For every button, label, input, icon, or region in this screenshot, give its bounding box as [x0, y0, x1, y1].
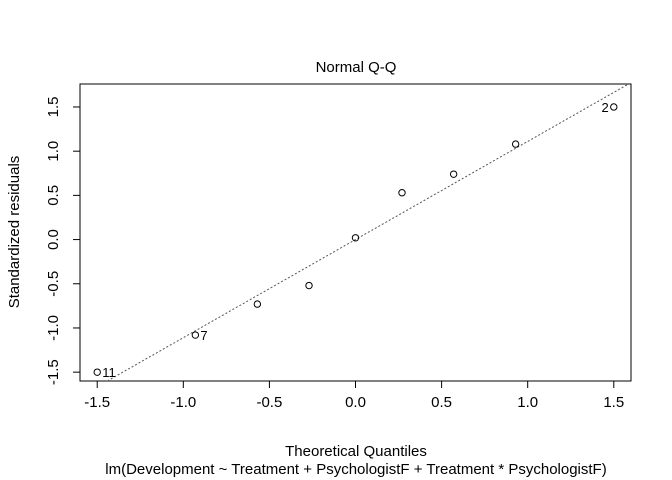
x-tick-label: -0.5 — [256, 394, 282, 411]
model-formula: lm(Development ~ Treatment + Psychologis… — [105, 461, 606, 478]
data-point — [93, 368, 101, 376]
x-axis-label: Theoretical Quantiles — [285, 443, 427, 460]
point-label: 11 — [102, 365, 116, 380]
data-point — [449, 170, 458, 178]
y-tick-label: -1.5 — [45, 359, 62, 385]
x-tick-label: -1.5 — [84, 394, 110, 411]
y-tick-label: 1.0 — [45, 141, 62, 162]
x-tick-label: -1.0 — [170, 394, 196, 411]
x-tick-label: 0.5 — [431, 394, 452, 411]
data-point — [305, 281, 313, 290]
point-label: 7 — [200, 328, 207, 343]
data-point — [191, 331, 200, 339]
data-point — [253, 300, 262, 308]
data-point — [398, 189, 406, 197]
x-axis: -1.5 -1.0 -0.5 0.0 0.5 1.0 1.5 — [84, 380, 624, 411]
data-point — [511, 140, 520, 148]
reference-line — [107, 83, 629, 382]
plot-frame — [79, 83, 632, 382]
points-layer: 11 7 2 — [93, 100, 618, 380]
data-point — [610, 103, 618, 111]
y-tick-label: -1.0 — [45, 315, 62, 341]
y-tick-label: 0.5 — [45, 185, 62, 206]
y-axis: -1.5 -1.0 -0.5 0.0 0.5 1.0 1.5 — [45, 97, 81, 385]
y-axis-label: Standardized residuals — [6, 156, 23, 309]
y-tick-label: 1.5 — [45, 97, 62, 118]
y-tick-label: -0.5 — [45, 271, 62, 297]
x-tick-label: 0.0 — [345, 394, 366, 411]
x-tick-label: 1.5 — [603, 394, 624, 411]
y-tick-label: 0.0 — [45, 229, 62, 250]
chart-title: Normal Q-Q — [316, 59, 397, 76]
x-tick-label: 1.0 — [517, 394, 538, 411]
data-point — [351, 234, 360, 242]
point-label: 2 — [602, 100, 609, 115]
